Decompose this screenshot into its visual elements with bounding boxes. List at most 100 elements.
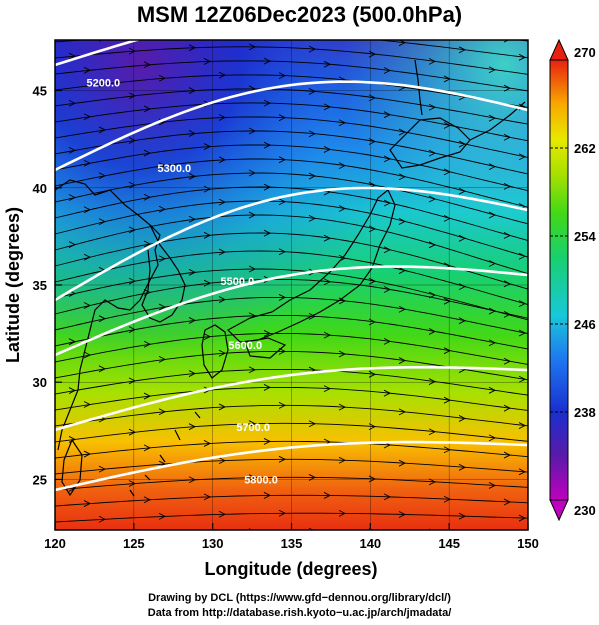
streamline-arrow bbox=[488, 114, 497, 122]
streamline-arrow bbox=[158, 162, 167, 170]
coastline-kyushu bbox=[201, 324, 229, 379]
streamline-arrow bbox=[503, 84, 512, 92]
y-tick-label: 45 bbox=[33, 84, 47, 99]
streamline-arrow bbox=[278, 248, 287, 256]
streamline-arrow bbox=[324, 19, 330, 25]
streamline-arrow bbox=[308, 474, 317, 481]
streamline bbox=[55, 232, 528, 290]
contour-label: 5800.0 bbox=[244, 474, 278, 486]
streamline-arrow bbox=[368, 370, 377, 378]
streamline-arrow bbox=[203, 185, 212, 193]
streamline-arrow bbox=[428, 378, 437, 385]
streamline-arrow bbox=[98, 515, 107, 523]
streamline bbox=[55, 268, 528, 321]
streamline-arrow bbox=[248, 169, 257, 177]
streamline-arrow bbox=[83, 450, 92, 458]
streamline bbox=[55, 200, 528, 258]
streamline-arrow bbox=[398, 267, 407, 274]
streamline-arrow bbox=[128, 377, 137, 385]
colorbar-top-triangle bbox=[549, 38, 569, 61]
streamline-arrow bbox=[158, 512, 167, 520]
streamline-arrow bbox=[68, 387, 77, 394]
streamline-arrow bbox=[443, 347, 452, 355]
streamline-arrow bbox=[98, 218, 107, 226]
plot-area: 5200.0 5300.0 5500.0 5600.0 5700.0 5800.0 bbox=[55, 2, 528, 530]
streamline-arrow bbox=[144, 18, 150, 24]
streamline-arrow bbox=[188, 172, 197, 180]
colorbar-tick-label: 270 bbox=[574, 45, 596, 60]
streamline-arrow bbox=[188, 423, 197, 431]
streamline-arrow bbox=[488, 211, 497, 219]
streamline-arrow bbox=[398, 459, 407, 467]
height-contours bbox=[55, 40, 528, 492]
streamline-arrow bbox=[248, 366, 257, 374]
streamline bbox=[55, 102, 528, 142]
streamline-arrow bbox=[368, 277, 377, 285]
streamline-arrow bbox=[188, 317, 197, 324]
streamline-arrow bbox=[518, 375, 527, 383]
contour-line bbox=[55, 186, 528, 302]
streamline-arrow bbox=[98, 315, 107, 323]
streamline-arrow bbox=[488, 66, 497, 74]
streamline-arrow bbox=[458, 46, 467, 54]
streamline bbox=[55, 368, 528, 396]
x-tick-label: 135 bbox=[281, 536, 303, 551]
colorbar-tick-label: 230 bbox=[574, 503, 596, 518]
streamline-arrow bbox=[368, 475, 377, 483]
x-tick-label: 125 bbox=[123, 536, 145, 551]
streamline-arrow bbox=[323, 60, 332, 68]
colorbar-scale bbox=[549, 59, 569, 501]
streamline-arrow bbox=[218, 156, 227, 164]
streamline-arrow bbox=[68, 52, 77, 60]
streamline-arrow bbox=[428, 58, 437, 65]
streamline-arrow bbox=[398, 218, 407, 225]
streamline-arrow bbox=[384, 23, 390, 29]
streamline-arrow bbox=[518, 329, 527, 337]
x-tick-label: 120 bbox=[44, 536, 66, 551]
drawing-credit: Drawing by DCL (https://www.gfd−dennou.o… bbox=[148, 592, 451, 604]
streamline-arrow bbox=[143, 392, 152, 400]
streamline-arrow bbox=[278, 198, 287, 206]
streamline bbox=[55, 214, 528, 275]
streamline-arrow bbox=[338, 403, 347, 411]
streamline-arrow bbox=[368, 94, 377, 102]
streamline-arrow bbox=[98, 126, 107, 134]
streamline-arrow bbox=[128, 92, 137, 100]
y-axis-label: Latitude (degrees) bbox=[3, 207, 23, 363]
streamline-arrow bbox=[249, 2, 255, 8]
streamline-arrow bbox=[143, 193, 152, 201]
streamline-arrow bbox=[428, 149, 437, 157]
streamline-arrow bbox=[398, 305, 407, 313]
streamline-arrow bbox=[128, 326, 137, 333]
streamline-arrow bbox=[128, 226, 137, 234]
streamline-arrow bbox=[338, 297, 347, 305]
streamline-arrow bbox=[68, 436, 77, 443]
streamline-arrow bbox=[248, 127, 257, 135]
streamline-arrow bbox=[98, 465, 107, 473]
streamline-arrow bbox=[278, 294, 287, 301]
streamline-arrow bbox=[83, 401, 92, 408]
streamline bbox=[55, 386, 528, 411]
streamline-arrow bbox=[278, 156, 287, 164]
contour-line bbox=[55, 440, 528, 492]
streamline-arrow bbox=[338, 254, 347, 262]
streamline-arrow bbox=[518, 422, 527, 429]
streamline-arrow bbox=[383, 286, 392, 293]
streamline-arrow bbox=[503, 40, 510, 43]
colorbar-tick-label: 238 bbox=[574, 405, 596, 420]
streamline bbox=[55, 278, 528, 319]
contour-line bbox=[55, 265, 528, 357]
streamline-arrow bbox=[263, 384, 272, 391]
y-tick-label: 35 bbox=[33, 278, 47, 293]
streamline-arrow bbox=[203, 58, 212, 65]
streamline-arrow bbox=[188, 529, 191, 530]
streamline-arrow bbox=[278, 455, 287, 463]
streamline-arrow bbox=[503, 280, 512, 288]
streamline-arrow bbox=[218, 248, 227, 256]
streamline-arrow bbox=[218, 510, 227, 518]
streamline-arrow bbox=[204, 16, 210, 22]
streamline-arrow bbox=[398, 408, 407, 416]
y-tick-label: 25 bbox=[33, 472, 47, 487]
streamline-arrow bbox=[489, 529, 490, 530]
